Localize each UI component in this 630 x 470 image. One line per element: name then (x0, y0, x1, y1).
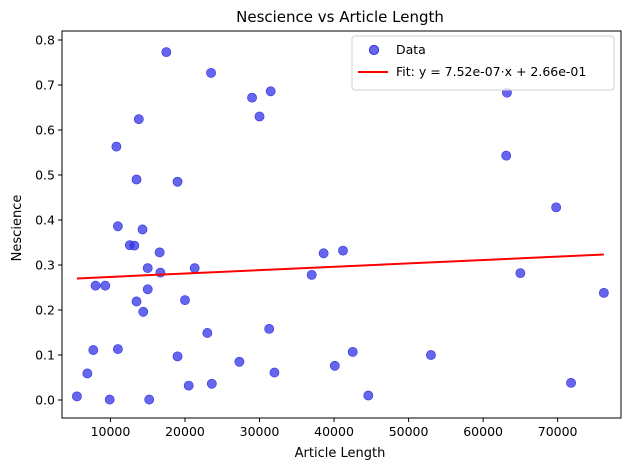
data-point (88, 345, 99, 355)
data-point (202, 328, 213, 338)
legend: Data Fit: y = 7.52e-07·x + 2.66e-01 (351, 35, 615, 91)
data-point (172, 176, 183, 187)
x-tick-label: 40000 (314, 424, 354, 439)
y-axis: 0.0 0.1 0.2 0.3 0.4 0.5 0.6 0.7 0.8 (35, 33, 62, 408)
data-point (90, 280, 101, 291)
y-tick-label: 0.4 (35, 213, 55, 228)
data-point (206, 67, 216, 78)
data-point (161, 47, 172, 58)
data-point (254, 111, 265, 122)
data-point (598, 287, 609, 298)
data-point (180, 295, 190, 305)
x-tick-label: 20000 (165, 424, 205, 439)
data-point (501, 150, 512, 161)
legend-label-fit: Fit: y = 7.52e-07·x + 2.66e-01 (396, 64, 586, 79)
data-point (100, 280, 111, 291)
x-tick-label: 70000 (538, 424, 578, 439)
legend-label-data: Data (396, 42, 426, 57)
data-point (104, 394, 115, 405)
axes-border (61, 30, 622, 419)
data-point (515, 268, 526, 278)
x-axis-label: Article Length (295, 446, 386, 461)
data-point (183, 380, 194, 391)
legend-scatter-marker (368, 44, 380, 56)
chart-title: Nescience vs Article Length (236, 8, 444, 26)
data-point (426, 350, 436, 360)
fit-line (76, 253, 604, 280)
data-point (133, 114, 144, 125)
data-point (172, 351, 183, 362)
data-point (318, 248, 329, 259)
data-point (306, 269, 317, 280)
y-tick-label: 0.8 (35, 33, 55, 48)
plot-area (72, 47, 609, 405)
data-point (72, 391, 82, 402)
y-tick-label: 0.3 (35, 258, 55, 273)
data-point (113, 344, 123, 355)
x-tick-label: 10000 (91, 424, 131, 439)
x-tick-label: 50000 (389, 424, 429, 439)
data-point (329, 360, 340, 371)
x-tick-label: 30000 (240, 424, 280, 439)
y-tick-label: 0.0 (35, 393, 55, 408)
data-point (347, 346, 358, 357)
data-point (142, 263, 153, 274)
data-point (551, 202, 562, 213)
data-point (189, 263, 200, 274)
data-point (154, 247, 165, 258)
data-point (363, 390, 374, 401)
data-point (206, 378, 217, 389)
data-point (247, 92, 257, 103)
x-axis: 10000 20000 30000 40000 50000 60000 70000 (91, 418, 578, 439)
data-point (566, 377, 576, 388)
y-tick-label: 0.7 (35, 78, 55, 93)
data-point (82, 368, 93, 379)
data-point (144, 394, 155, 405)
y-axis-label: Nescience (10, 195, 25, 262)
data-point (111, 141, 122, 152)
data-point (129, 240, 140, 251)
y-tick-label: 0.2 (35, 303, 55, 318)
data-point (137, 224, 148, 235)
data-point (155, 267, 166, 278)
data-point (264, 323, 275, 334)
data-point (131, 174, 142, 185)
y-tick-label: 0.5 (35, 168, 55, 183)
axes-frame (61, 30, 622, 419)
data-point (131, 296, 142, 307)
data-point (269, 367, 280, 378)
legend-box (351, 35, 615, 91)
data-point (338, 245, 348, 256)
data-point (113, 221, 123, 232)
data-point (234, 356, 245, 367)
data-point (138, 306, 149, 317)
y-tick-label: 0.6 (35, 123, 55, 138)
data-point (265, 86, 276, 97)
x-tick-label: 60000 (463, 424, 503, 439)
y-tick-label: 0.1 (35, 348, 55, 363)
data-point (142, 284, 153, 295)
